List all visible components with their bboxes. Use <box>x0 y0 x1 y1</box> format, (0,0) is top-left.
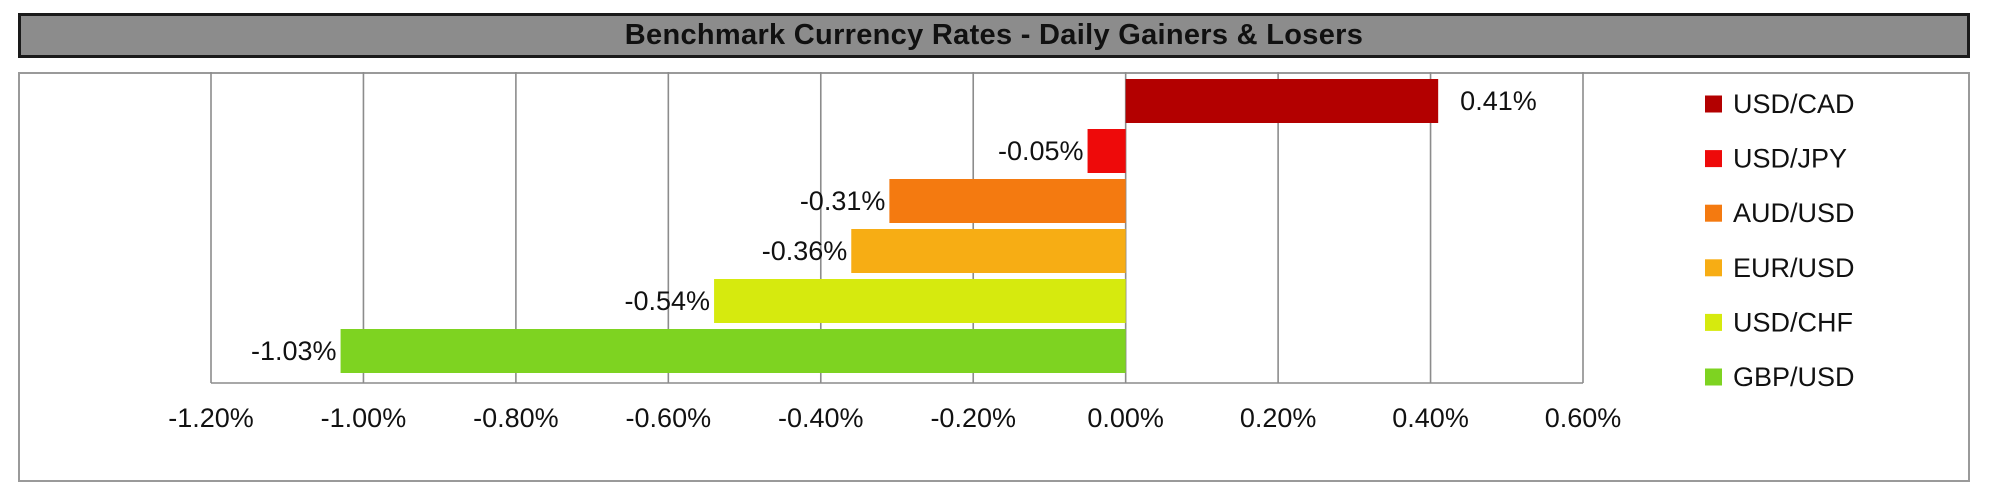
legend-swatch <box>1705 313 1722 331</box>
x-tick-label: 0.00% <box>1087 403 1164 433</box>
legend-label: GBP/USD <box>1733 362 1855 392</box>
data-label: -0.05% <box>998 136 1084 166</box>
data-label: -0.31% <box>800 186 886 216</box>
bar-aud-usd <box>889 179 1126 223</box>
data-label: -0.36% <box>762 236 848 266</box>
bar-eur-usd <box>851 229 1126 273</box>
x-tick-label: 0.60% <box>1545 403 1622 433</box>
legend-swatch <box>1705 368 1722 386</box>
legend-label: EUR/USD <box>1733 253 1855 283</box>
legend-label: AUD/USD <box>1733 198 1855 228</box>
chart-frame <box>18 72 1970 482</box>
data-label: 0.41% <box>1460 86 1537 116</box>
x-tick-label: -0.40% <box>778 403 864 433</box>
bar-usd-cad <box>1125 79 1439 123</box>
x-tick-label: -0.80% <box>473 403 559 433</box>
x-tick-label: 0.20% <box>1240 403 1317 433</box>
legend-swatch <box>1705 95 1722 113</box>
chart-title-bar: Benchmark Currency Rates - Daily Gainers… <box>18 13 1970 58</box>
x-tick-label: -0.60% <box>626 403 712 433</box>
legend-label: USD/CAD <box>1733 89 1855 119</box>
x-tick-label: -1.00% <box>321 403 407 433</box>
data-label: -1.03% <box>251 336 337 366</box>
data-label: -0.54% <box>625 286 711 316</box>
bar-usd-jpy <box>1087 129 1126 173</box>
bar-gbp-usd <box>340 329 1126 373</box>
legend-swatch <box>1705 150 1722 168</box>
legend-swatch <box>1705 204 1722 222</box>
legend-label: USD/JPY <box>1733 144 1847 174</box>
bar-usd-chf <box>714 279 1126 323</box>
legend-swatch <box>1705 259 1722 277</box>
legend-label: USD/CHF <box>1733 307 1853 337</box>
x-tick-label: -0.20% <box>930 403 1016 433</box>
x-tick-label: 0.40% <box>1392 403 1469 433</box>
chart-title: Benchmark Currency Rates - Daily Gainers… <box>624 19 1364 51</box>
x-tick-label: -1.20% <box>168 403 254 433</box>
